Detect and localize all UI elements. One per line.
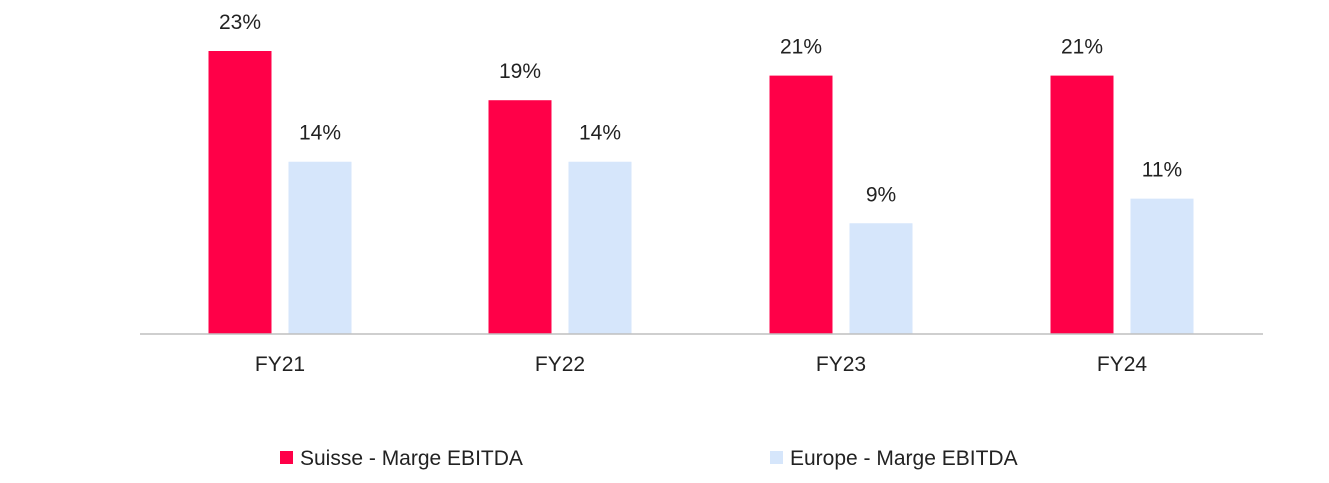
bar-suisse-fy22 — [488, 100, 552, 334]
data-label-suisse-fy22: 19% — [499, 60, 541, 83]
x-tick-label-fy21: FY21 — [255, 353, 305, 376]
x-tick-label-fy23: FY23 — [816, 353, 866, 376]
legend-swatch-europe — [770, 451, 783, 464]
data-label-europe-fy24: 11% — [1142, 159, 1182, 182]
data-label-suisse-fy23: 21% — [780, 36, 822, 59]
legend: Suisse - Marge EBITDA Europe - Marge EBIT… — [280, 447, 1018, 470]
bar-suisse-fy21 — [208, 51, 272, 334]
data-label-suisse-fy24: 21% — [1061, 36, 1103, 59]
data-label-suisse-fy21: 23% — [219, 11, 261, 34]
bar-europe-fy23 — [849, 223, 913, 334]
data-label-europe-fy22: 14% — [579, 122, 621, 145]
bar-europe-fy21 — [288, 161, 352, 334]
legend-swatch-suisse — [280, 451, 293, 464]
bar-europe-fy22 — [568, 161, 632, 334]
data-label-europe-fy21: 14% — [299, 122, 341, 145]
x-tick-label-fy24: FY24 — [1097, 353, 1148, 376]
legend-label-suisse: Suisse - Marge EBITDA — [300, 447, 523, 470]
x-tick-labels-group: FY21 FY22 FY23 FY24 — [255, 353, 1148, 376]
data-label-europe-fy23: 9% — [866, 183, 896, 206]
bar-suisse-fy24 — [1050, 75, 1114, 334]
value-labels-group: 23% 14% 19% 14% 21% 9% 21% 11% — [219, 11, 1182, 206]
bar-europe-fy24 — [1130, 198, 1194, 334]
x-tick-label-fy22: FY22 — [535, 353, 585, 376]
legend-label-europe: Europe - Marge EBITDA — [790, 447, 1018, 470]
bars-group — [208, 51, 1194, 334]
bar-suisse-fy23 — [769, 75, 833, 334]
